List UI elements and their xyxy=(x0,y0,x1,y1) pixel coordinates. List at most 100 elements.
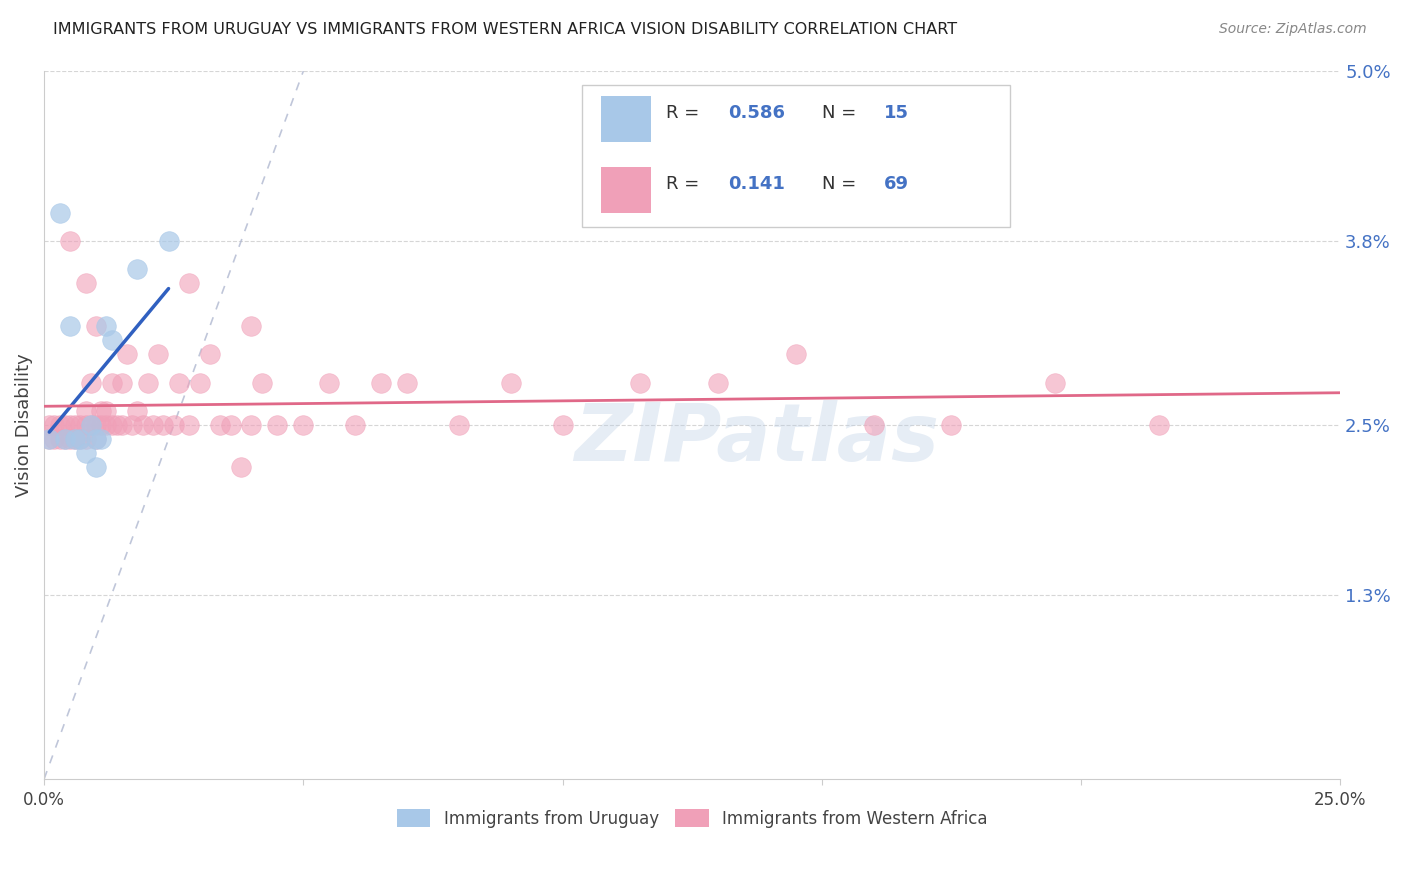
Point xyxy=(38,417,60,432)
Point xyxy=(75,277,97,291)
Point xyxy=(179,417,201,432)
Point xyxy=(941,417,963,432)
Point xyxy=(266,417,288,432)
Point xyxy=(84,417,107,432)
Point xyxy=(318,376,340,390)
Point xyxy=(69,417,91,432)
Point xyxy=(80,417,103,432)
FancyBboxPatch shape xyxy=(582,86,1010,227)
Point xyxy=(75,446,97,460)
Point xyxy=(229,460,252,475)
Point xyxy=(1043,376,1066,390)
Point xyxy=(344,417,367,432)
Legend: Immigrants from Uruguay, Immigrants from Western Africa: Immigrants from Uruguay, Immigrants from… xyxy=(391,803,994,834)
Text: 0.586: 0.586 xyxy=(728,104,786,122)
Point xyxy=(198,347,221,361)
Point xyxy=(53,432,76,446)
Point xyxy=(96,417,118,432)
Text: 0.141: 0.141 xyxy=(728,175,786,193)
Point xyxy=(163,417,186,432)
Point xyxy=(75,404,97,418)
Point xyxy=(127,404,149,418)
Point xyxy=(44,417,66,432)
Text: 15: 15 xyxy=(884,104,910,122)
Text: R =: R = xyxy=(666,104,700,122)
Point xyxy=(90,417,112,432)
Point xyxy=(84,318,107,333)
Point xyxy=(121,417,143,432)
Point xyxy=(219,417,242,432)
Point xyxy=(127,262,149,277)
Point xyxy=(80,376,103,390)
Point xyxy=(75,417,97,432)
Point xyxy=(447,417,470,432)
Point xyxy=(69,432,91,446)
Point xyxy=(53,432,76,446)
Point xyxy=(499,376,522,390)
Point xyxy=(48,417,70,432)
Text: N =: N = xyxy=(821,175,856,193)
Point xyxy=(167,376,190,390)
Point xyxy=(38,432,60,446)
Point xyxy=(292,417,315,432)
Point xyxy=(53,417,76,432)
Y-axis label: Vision Disability: Vision Disability xyxy=(15,353,32,497)
Point xyxy=(111,417,134,432)
Point xyxy=(63,432,86,446)
Point xyxy=(84,460,107,475)
Point xyxy=(100,376,122,390)
Text: R =: R = xyxy=(666,175,700,193)
Point xyxy=(1147,417,1170,432)
Text: Source: ZipAtlas.com: Source: ZipAtlas.com xyxy=(1219,22,1367,37)
Point xyxy=(100,417,122,432)
Point xyxy=(59,417,82,432)
Point xyxy=(63,417,86,432)
Point xyxy=(240,417,263,432)
Text: ZIPatlas: ZIPatlas xyxy=(575,401,939,478)
Point xyxy=(188,376,211,390)
FancyBboxPatch shape xyxy=(602,95,651,142)
Point xyxy=(84,432,107,446)
Point xyxy=(250,376,273,390)
Point xyxy=(551,417,574,432)
Point xyxy=(75,432,97,446)
Point xyxy=(48,432,70,446)
Point xyxy=(179,277,201,291)
Point xyxy=(38,432,60,446)
Point xyxy=(209,417,232,432)
Point xyxy=(395,376,418,390)
Point xyxy=(80,417,103,432)
Point xyxy=(59,234,82,248)
Point xyxy=(111,376,134,390)
Text: 69: 69 xyxy=(884,175,910,193)
Point xyxy=(136,376,159,390)
Point xyxy=(90,432,112,446)
Point xyxy=(142,417,165,432)
Text: IMMIGRANTS FROM URUGUAY VS IMMIGRANTS FROM WESTERN AFRICA VISION DISABILITY CORR: IMMIGRANTS FROM URUGUAY VS IMMIGRANTS FR… xyxy=(53,22,957,37)
Point xyxy=(628,376,651,390)
Point xyxy=(100,333,122,347)
Point xyxy=(785,347,807,361)
FancyBboxPatch shape xyxy=(602,167,651,212)
Text: N =: N = xyxy=(821,104,856,122)
Point xyxy=(370,376,392,390)
Point xyxy=(157,234,180,248)
Point xyxy=(105,417,128,432)
Point xyxy=(59,432,82,446)
Point xyxy=(63,432,86,446)
Point xyxy=(152,417,174,432)
Point xyxy=(131,417,153,432)
Point xyxy=(84,432,107,446)
Point xyxy=(96,404,118,418)
Point xyxy=(44,432,66,446)
Point xyxy=(146,347,169,361)
Point xyxy=(240,318,263,333)
Point xyxy=(48,205,70,219)
Point xyxy=(59,318,82,333)
Point xyxy=(115,347,138,361)
Point xyxy=(707,376,730,390)
Point xyxy=(96,318,118,333)
Point xyxy=(862,417,884,432)
Point xyxy=(69,432,91,446)
Point xyxy=(90,404,112,418)
